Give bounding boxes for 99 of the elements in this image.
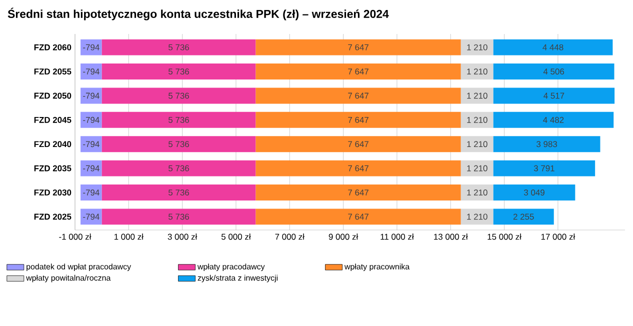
- data-label: 4 506: [543, 68, 564, 75]
- data-label: 5 736: [168, 141, 189, 148]
- bar: [80, 39, 102, 56]
- bar: [460, 160, 494, 176]
- y-tick-label: FZD 2030: [34, 190, 72, 196]
- data-label: -794: [83, 68, 100, 75]
- data-label: 1 210: [467, 68, 488, 75]
- data-label: 7 647: [348, 68, 368, 75]
- bar: [256, 136, 461, 152]
- y-tick-label: FZD 2035: [34, 165, 72, 172]
- bar: [256, 88, 461, 104]
- data-label: 4 482: [543, 116, 564, 123]
- data-label: -794: [83, 141, 100, 148]
- x-tick-label: 15 000 zł: [488, 234, 522, 240]
- data-label: 1 210: [467, 214, 488, 220]
- bar: [493, 88, 615, 104]
- bar: [102, 39, 256, 56]
- data-label: 7 647: [348, 190, 368, 196]
- bar: [80, 112, 102, 128]
- bar: [80, 208, 102, 225]
- data-label: 5 736: [168, 165, 189, 172]
- data-label: -794: [83, 116, 100, 123]
- bar: [80, 64, 102, 80]
- y-tick-label: FZD 2040: [34, 141, 72, 148]
- bar: [460, 184, 494, 200]
- x-tick-label: 13 000 zł: [434, 234, 468, 240]
- bar: [256, 208, 461, 225]
- x-tick-label: 7 000 zł: [275, 234, 304, 240]
- bar: [102, 88, 256, 104]
- data-label: 5 736: [168, 116, 189, 123]
- bar: [493, 39, 613, 56]
- data-label: 1 210: [467, 190, 488, 196]
- data-label: 5 736: [168, 68, 189, 75]
- bar: [102, 112, 256, 128]
- y-tick-label: FZD 2045: [34, 116, 72, 123]
- bar: [80, 136, 102, 152]
- data-label: 7 647: [348, 92, 368, 99]
- bar: [102, 64, 256, 80]
- bar: [80, 184, 102, 200]
- chart-title: Średni stan hipotetycznego konta uczestnika PPK (zł) – wrzesień 2024: [8, 8, 389, 20]
- bar: [460, 88, 494, 104]
- data-label: 5 736: [168, 44, 189, 50]
- y-tick-label: FZD 2025: [34, 214, 72, 220]
- data-label: -794: [83, 92, 100, 99]
- data-label: 4 517: [544, 92, 564, 99]
- x-tick-label: 3 000 zł: [168, 234, 198, 240]
- bar: [102, 184, 256, 200]
- data-label: -794: [83, 165, 100, 172]
- data-label: 5 736: [168, 214, 189, 220]
- data-label: 5 736: [168, 190, 189, 196]
- data-label: 3 049: [524, 190, 544, 196]
- data-label: -794: [83, 214, 100, 220]
- bar: [102, 208, 256, 225]
- bar: [493, 184, 576, 200]
- data-label: 7 647: [348, 141, 368, 148]
- x-tick-label: 17 000 zł: [541, 234, 576, 240]
- bar: [493, 160, 596, 176]
- data-label: 7 647: [348, 165, 368, 172]
- bar: [460, 208, 494, 225]
- bar: [256, 64, 461, 80]
- bar: [460, 39, 494, 56]
- data-label: 1 210: [467, 44, 488, 50]
- bar: [256, 112, 461, 128]
- data-label: 1 210: [467, 116, 488, 123]
- bar: [460, 136, 494, 152]
- bar: [493, 64, 614, 80]
- y-tick-label: FZD 2050: [34, 92, 72, 99]
- x-tick-label: 5 000 zł: [221, 234, 251, 240]
- bar: [80, 88, 102, 104]
- data-label: 3 791: [534, 165, 554, 172]
- bar: [256, 160, 461, 176]
- y-tick-label: FZD 2055: [34, 68, 72, 75]
- data-label: 3 983: [536, 141, 558, 148]
- data-label: 1 210: [467, 92, 488, 99]
- bar: [256, 184, 461, 200]
- data-label: 4 448: [542, 44, 564, 50]
- bar: [256, 39, 461, 56]
- bar: [493, 112, 614, 128]
- bar: [102, 160, 256, 176]
- x-tick-label: 11 000 zł: [380, 234, 414, 240]
- data-label: 7 647: [348, 44, 368, 50]
- data-label: 7 647: [348, 214, 368, 220]
- x-tick-label: 1 000 zł: [114, 234, 144, 240]
- bar: [460, 64, 494, 80]
- data-label: 7 647: [348, 116, 368, 123]
- y-tick-label: FZD 2060: [34, 44, 72, 50]
- bar: [493, 208, 554, 225]
- data-label: 1 210: [467, 165, 488, 172]
- data-label: 5 736: [168, 92, 189, 99]
- bar: [80, 160, 102, 176]
- x-tick-label: -1 000 zł: [59, 234, 92, 240]
- data-label: -794: [83, 190, 100, 196]
- bar: [102, 136, 256, 152]
- bar: [460, 112, 494, 128]
- data-label: -794: [83, 44, 100, 50]
- x-tick-label: 9 000 zł: [328, 234, 358, 240]
- data-label: 1 210: [467, 141, 488, 148]
- data-label: 2 255: [513, 214, 534, 220]
- bar: [493, 136, 600, 152]
